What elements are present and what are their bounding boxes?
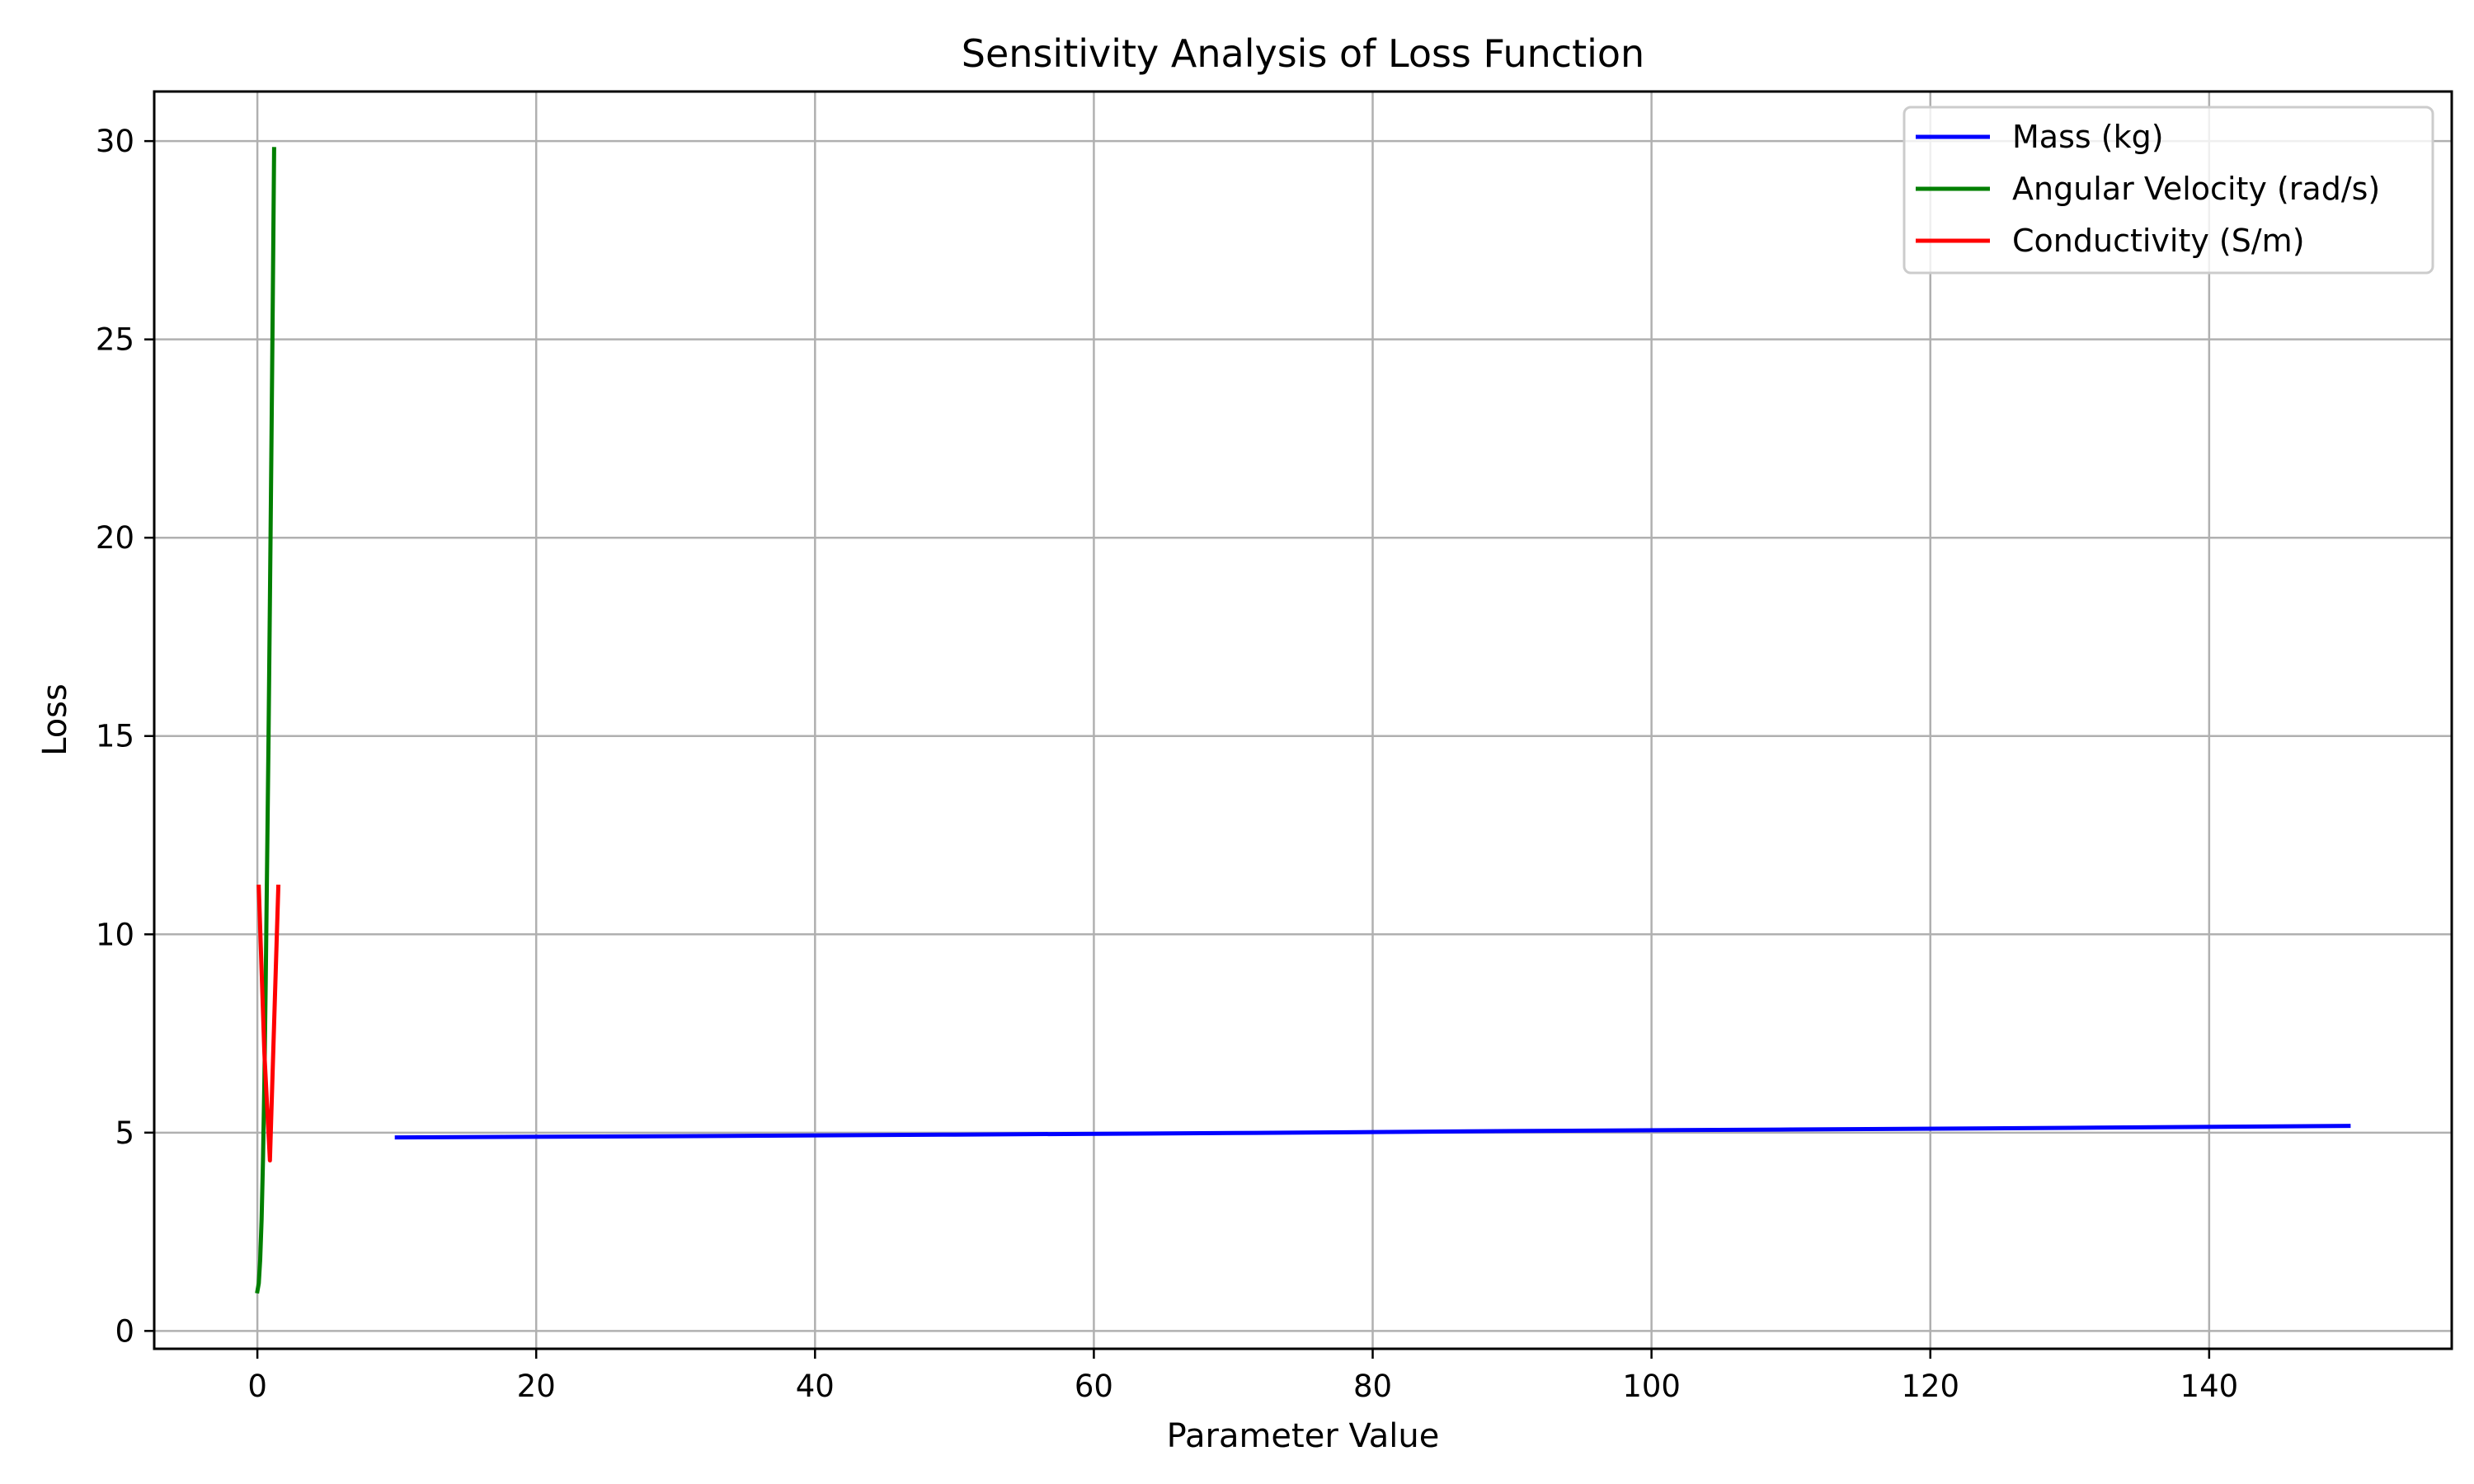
x-tick-label: 140 bbox=[2180, 1369, 2239, 1404]
chart-title: Sensitivity Analysis of Loss Function bbox=[962, 31, 1644, 76]
x-axis-label: Parameter Value bbox=[1167, 1417, 1440, 1455]
x-tick-label: 0 bbox=[247, 1369, 267, 1404]
legend-label-conductivity: Conductivity (S/m) bbox=[2012, 223, 2305, 259]
series-layer bbox=[255, 147, 2351, 1294]
legend-box bbox=[1903, 106, 2434, 275]
x-tick-label: 100 bbox=[1622, 1369, 1681, 1404]
grid-layer bbox=[154, 92, 2452, 1349]
y-axis-label: Loss bbox=[36, 683, 74, 756]
legend-label-angular-velocity: Angular Velocity (rad/s) bbox=[2012, 171, 2380, 207]
series-conductivity-line bbox=[256, 885, 281, 1162]
y-tick-label: 10 bbox=[96, 917, 134, 952]
series-angular-velocity-line bbox=[255, 147, 276, 1294]
x-tick-label: 80 bbox=[1353, 1369, 1392, 1404]
plot-frame bbox=[153, 90, 2453, 1350]
legend-label-mass: Mass (kg) bbox=[2012, 119, 2164, 155]
y-tick-label: 25 bbox=[96, 322, 134, 358]
x-tick-label: 120 bbox=[1901, 1369, 1959, 1404]
y-tick-label: 15 bbox=[96, 719, 134, 754]
legend: Mass (kg) Angular Velocity (rad/s) Condu… bbox=[1903, 106, 2434, 275]
y-tick-label: 0 bbox=[115, 1313, 134, 1349]
x-tick-label: 60 bbox=[1075, 1369, 1113, 1404]
y-tick-label: 20 bbox=[96, 520, 134, 556]
series-mass-line bbox=[394, 1124, 2351, 1140]
tick-layer: 0 20 40 60 80 100 120 140 0 5 10 15 20 25 30 bbox=[96, 124, 2238, 1404]
y-tick-label: 30 bbox=[96, 124, 134, 159]
x-tick-label: 20 bbox=[517, 1369, 556, 1404]
x-tick-label: 40 bbox=[796, 1369, 835, 1404]
y-tick-label: 5 bbox=[115, 1115, 134, 1151]
